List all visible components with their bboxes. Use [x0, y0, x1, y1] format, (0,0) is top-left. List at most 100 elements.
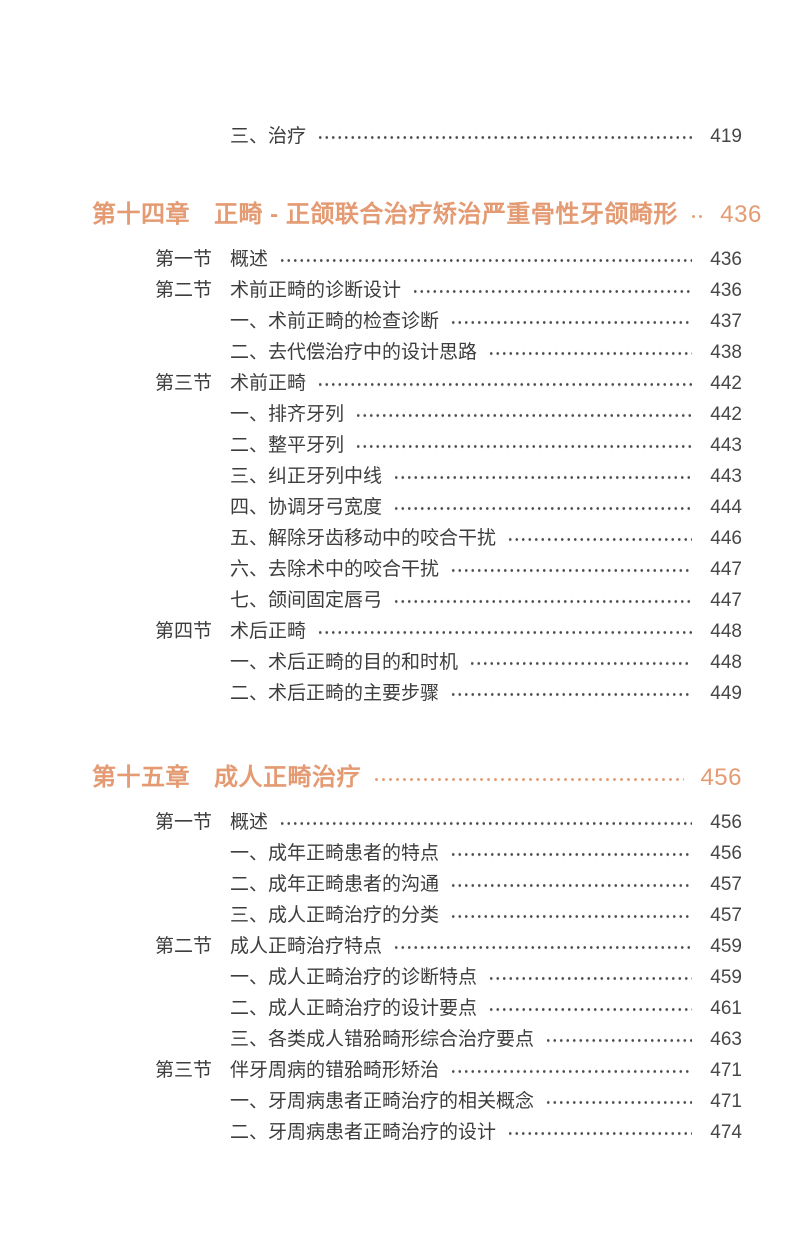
dot-leader [488, 993, 692, 1024]
entry-title: 一、牙周病患者正畸治疗的相关概念 [230, 1091, 535, 1112]
dot-leader [450, 306, 692, 337]
toc-entry-row: 一、牙周病患者正畸治疗的相关概念 471 [92, 1086, 742, 1117]
toc-entry-row: 一、排齐牙列 442 [92, 399, 742, 430]
dot-leader [412, 275, 692, 306]
chapter-number: 第十四章 [92, 201, 190, 228]
section-label: 第二节 [155, 936, 213, 957]
entry-title: 二、去代偿治疗中的设计思路 [230, 342, 478, 363]
dot-leader [355, 430, 692, 461]
toc-entry-row: 二、成年正畸患者的沟通 457 [92, 869, 742, 900]
toc-entry-row: 一、术前正畸的检查诊断 437 [92, 306, 742, 337]
entry-title: 二、术后正畸的主要步骤 [230, 683, 440, 704]
toc-entry-row: 三、纠正牙列中线 443 [92, 461, 742, 492]
entry-title: 七、颌间固定唇弓 [230, 590, 383, 611]
dot-leader [393, 585, 692, 616]
dot-leader [450, 554, 692, 585]
toc-entry-row: 第二节 成人正畸治疗特点 459 [92, 931, 742, 962]
dot-leader [450, 678, 692, 709]
page-number: 449 [710, 683, 742, 704]
chapter-block: 第十五章 成人正畸治疗 456 第一节 概述 456 一、成年正畸患者的特点 456 二、成年正… [92, 759, 742, 1148]
page-number: 459 [710, 936, 742, 957]
toc-entry-row: 第三节 伴牙周病的错𬌗畸形矫治 471 [92, 1055, 742, 1086]
page-number: 457 [710, 905, 742, 926]
entry-title: 二、成年正畸患者的沟通 [230, 874, 440, 895]
page-number: 444 [710, 497, 742, 518]
entry-title: 三、治疗 [230, 126, 307, 147]
entry-title: 二、牙周病患者正畸治疗的设计 [230, 1122, 497, 1143]
entry-title: 伴牙周病的错𬌗畸形矫治 [230, 1060, 440, 1081]
page-number: 459 [710, 967, 742, 988]
toc-entry-row: 一、术后正畸的目的和时机 448 [92, 647, 742, 678]
dot-leader [393, 461, 692, 492]
entry-title: 三、纠正牙列中线 [230, 466, 383, 487]
dot-leader [507, 1117, 692, 1148]
page-number: 443 [710, 466, 742, 487]
dot-leader [545, 1024, 692, 1055]
dot-leader [689, 196, 704, 234]
toc-entry-row: 三、治疗 419 [92, 121, 742, 152]
dot-leader [450, 1055, 692, 1086]
dot-leader [317, 368, 692, 399]
page-number: 456 [710, 812, 742, 833]
toc-entry-row: 六、去除术中的咬合干扰 447 [92, 554, 742, 585]
toc-entry-row: 第一节 概述 456 [92, 807, 742, 838]
toc-entry-row: 第三节 术前正畸 442 [92, 368, 742, 399]
page-number: 442 [710, 373, 742, 394]
toc-entry-row: 三、成人正畸治疗的分类 457 [92, 900, 742, 931]
page-number: 456 [700, 764, 742, 791]
page-number: 474 [710, 1122, 742, 1143]
dot-leader [393, 492, 692, 523]
toc-entry-row: 二、术后正畸的主要步骤 449 [92, 678, 742, 709]
chapter-block: 第十四章 正畸 - 正颌联合治疗矫治严重骨性牙颌畸形 436 第一节 概述 436 第二节术… [92, 196, 761, 709]
toc-entry-row: 一、成年正畸患者的特点 456 [92, 838, 742, 869]
entry-title: 一、术前正畸的检查诊断 [230, 311, 440, 332]
toc-list: 三、治疗 419 第十四章 正畸 - 正颌联合治疗矫治严重骨性牙颌畸形 436 第一节 概述… [92, 121, 761, 1148]
dot-leader [507, 523, 692, 554]
dot-leader [450, 900, 692, 931]
section-label: 第二节 [155, 280, 213, 301]
toc-entry-row: 第一节 概述 436 [92, 244, 742, 275]
entry-title: 四、协调牙弓宽度 [230, 497, 383, 518]
page-number: 461 [710, 998, 742, 1019]
dot-leader [545, 1086, 692, 1117]
toc-entry-row: 第二节 术前正畸的诊断设计 436 [92, 275, 742, 306]
dot-leader [488, 962, 692, 993]
page-number: 457 [710, 874, 742, 895]
toc-entry-row: 五、解除牙齿移动中的咬合干扰 446 [92, 523, 742, 554]
chapter-title: 正畸 - 正颌联合治疗矫治严重骨性牙颌畸形 [214, 201, 678, 228]
chapter-heading: 第十五章 成人正畸治疗 456 [92, 759, 742, 797]
entry-title: 概述 [230, 249, 269, 270]
dot-leader [317, 121, 692, 152]
section-label: 第三节 [155, 373, 213, 394]
page-number: 447 [710, 559, 742, 580]
page-number: 437 [710, 311, 742, 332]
entry-title: 六、去除术中的咬合干扰 [230, 559, 440, 580]
entry-title: 五、解除牙齿移动中的咬合干扰 [230, 528, 497, 549]
entry-title: 概述 [230, 812, 269, 833]
section-label: 第三节 [155, 1060, 213, 1081]
dot-leader [373, 759, 684, 797]
page-number: 471 [710, 1060, 742, 1081]
page-number: 436 [710, 249, 742, 270]
toc-entry-row: 二、整平牙列 443 [92, 430, 742, 461]
section-label: 第四节 [155, 621, 213, 642]
page-number: 448 [710, 621, 742, 642]
entry-title: 术前正畸 [230, 373, 307, 394]
entry-title: 术后正畸 [230, 621, 307, 642]
toc-entry-row: 三、各类成人错𬌗畸形综合治疗要点 463 [92, 1024, 742, 1055]
entry-title: 一、成人正畸治疗的诊断特点 [230, 967, 478, 988]
page-number: 446 [710, 528, 742, 549]
dot-leader [355, 399, 692, 430]
section-label: 第一节 [155, 812, 213, 833]
chapter-title: 成人正畸治疗 [214, 764, 361, 791]
toc-entry-row: 二、成人正畸治疗的设计要点 461 [92, 993, 742, 1024]
dot-leader [469, 647, 692, 678]
toc-entry-row: 二、牙周病患者正畸治疗的设计 474 [92, 1117, 742, 1148]
page-number: 436 [710, 280, 742, 301]
dot-leader [279, 807, 692, 838]
dot-leader [450, 838, 692, 869]
toc-entry-row: 七、颌间固定唇弓 447 [92, 585, 742, 616]
page-number: 456 [710, 843, 742, 864]
toc-entry-row: 二、去代偿治疗中的设计思路 438 [92, 337, 742, 368]
